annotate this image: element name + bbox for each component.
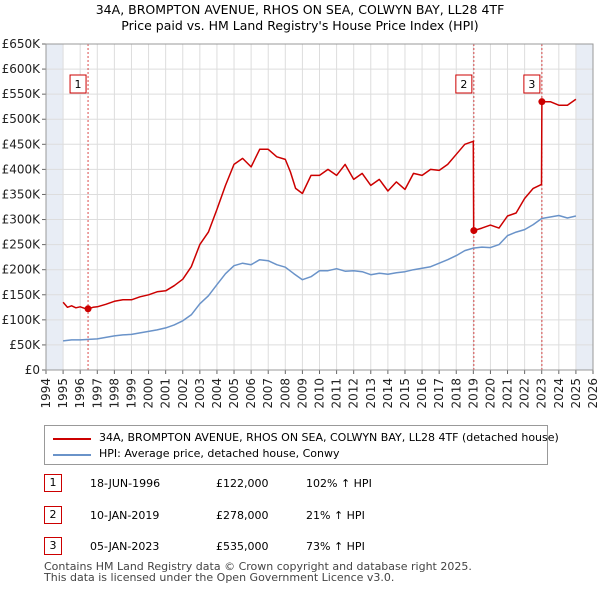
y-tick-label: £0 — [25, 363, 40, 377]
x-tick-label: 2019 — [466, 378, 480, 409]
x-tick-label: 2007 — [261, 378, 275, 409]
sale-date: 18-JUN-1996 — [90, 477, 161, 490]
x-tick-label: 2002 — [176, 378, 190, 409]
x-tick-label: 1999 — [124, 378, 138, 409]
sale-marker-label: 2 — [460, 78, 467, 91]
x-tick-label: 1997 — [90, 378, 104, 409]
gridlines — [45, 43, 594, 371]
x-tick-label: 2024 — [552, 378, 566, 409]
sale-marker-label: 3 — [528, 78, 535, 91]
property-line — [62, 98, 577, 310]
sale-number-badge: 1 — [44, 474, 62, 492]
x-tick-label: 2020 — [483, 378, 497, 409]
footer-license: This data is licensed under the Open Gov… — [44, 571, 395, 584]
y-tick-label: £300K — [2, 213, 42, 227]
y-tick-label: £150K — [2, 288, 42, 302]
x-tick-label: 2022 — [518, 378, 532, 409]
sale-marker-box — [523, 74, 541, 94]
x-tick-label: 2014 — [381, 378, 395, 409]
sale-markers: 1 2 3 — [69, 74, 541, 94]
y-axis-ticks: £0 £50K £100K £150K £200K £250K £300K £350K £400… — [2, 37, 46, 377]
y-tick-label: £100K — [2, 313, 42, 327]
y-tick-label: £250K — [2, 238, 42, 252]
series-lines — [62, 98, 577, 342]
sale-price: £535,000 — [216, 540, 269, 553]
shaded-region — [575, 44, 593, 370]
x-tick-label: 2000 — [142, 378, 156, 409]
y-tick-label: £50K — [9, 338, 41, 352]
x-tick-label: 2011 — [330, 378, 344, 409]
x-tick-label: 2010 — [313, 378, 327, 409]
sale-number-badge: 2 — [44, 506, 62, 524]
plot-frame — [45, 43, 594, 371]
legend-swatch-blue — [53, 454, 91, 456]
sale-point — [538, 98, 546, 106]
shaded-region — [46, 44, 64, 370]
sale-point — [84, 305, 92, 313]
footer-copyright: Contains HM Land Registry data © Crown c… — [44, 560, 472, 573]
y-tick-label: £400K — [2, 162, 42, 176]
x-tick-label: 2026 — [586, 378, 600, 409]
chart-title-address: 34A, BROMPTON AVENUE, RHOS ON SEA, COLWY… — [95, 2, 505, 17]
x-tick-label: 2001 — [159, 378, 173, 409]
y-tick-label: £650K — [2, 37, 42, 51]
sale-marker-box — [69, 74, 87, 94]
x-axis-ticks: 1994 1995 1996 1997 1998 1999 2000 2001 2002 2003… — [39, 370, 600, 409]
sale-hpi-change: 73% ↑ HPI — [306, 540, 365, 553]
legend-label-hpi: HPI: Average price, detached house, Conw… — [99, 447, 340, 460]
sale-price: £122,000 — [216, 477, 269, 490]
x-tick-label: 2016 — [415, 378, 429, 409]
x-tick-label: 2012 — [347, 378, 361, 409]
sale-hpi-change: 21% ↑ HPI — [306, 509, 365, 522]
sale-hpi-change: 102% ↑ HPI — [306, 477, 372, 490]
x-tick-label: 2023 — [535, 378, 549, 409]
x-tick-label: 2017 — [432, 378, 446, 409]
sale-points — [84, 98, 546, 313]
x-tick-label: 2009 — [295, 378, 309, 409]
sale-marker-label: 1 — [75, 78, 82, 91]
legend-label-property: 34A, BROMPTON AVENUE, RHOS ON SEA, COLWY… — [99, 431, 559, 444]
x-tick-label: 2005 — [227, 378, 241, 409]
x-tick-label: 2021 — [501, 378, 515, 409]
sale-point — [470, 227, 478, 235]
x-tick-label: 2008 — [278, 378, 292, 409]
chart-title-subtitle: Price paid vs. HM Land Registry's House … — [121, 18, 479, 33]
x-tick-label: 1995 — [56, 378, 70, 409]
x-tick-label: 2025 — [569, 378, 583, 409]
price-chart: 1 2 3 £0 £50K £100K £150K £200K £250K £300K £350K… — [2, 37, 600, 409]
sale-price: £278,000 — [216, 509, 269, 522]
x-tick-label: 1996 — [73, 378, 87, 409]
sale-date: 05-JAN-2023 — [90, 540, 160, 553]
x-tick-label: 2004 — [210, 378, 224, 409]
y-tick-label: £600K — [2, 62, 42, 76]
sale-marker-box — [455, 74, 473, 94]
legend: 34A, BROMPTON AVENUE, RHOS ON SEA, COLWY… — [44, 425, 559, 465]
x-tick-label: 1998 — [107, 378, 121, 409]
x-tick-label: 2018 — [449, 378, 463, 409]
y-tick-label: £450K — [2, 137, 42, 151]
x-tick-label: 2015 — [398, 378, 412, 409]
x-tick-label: 2006 — [244, 378, 258, 409]
legend-swatch-red — [53, 438, 91, 440]
y-tick-label: £500K — [2, 112, 42, 126]
x-tick-label: 2013 — [364, 378, 378, 409]
sale-date: 10-JAN-2019 — [90, 509, 160, 522]
hpi-line — [63, 214, 577, 342]
y-tick-label: £350K — [2, 187, 42, 201]
y-tick-label: £200K — [2, 263, 42, 277]
y-tick-label: £550K — [2, 87, 42, 101]
x-tick-label: 2003 — [193, 378, 207, 409]
sale-number-badge: 3 — [44, 537, 62, 555]
shaded-regions — [46, 44, 593, 370]
x-tick-label: 1994 — [39, 378, 53, 409]
